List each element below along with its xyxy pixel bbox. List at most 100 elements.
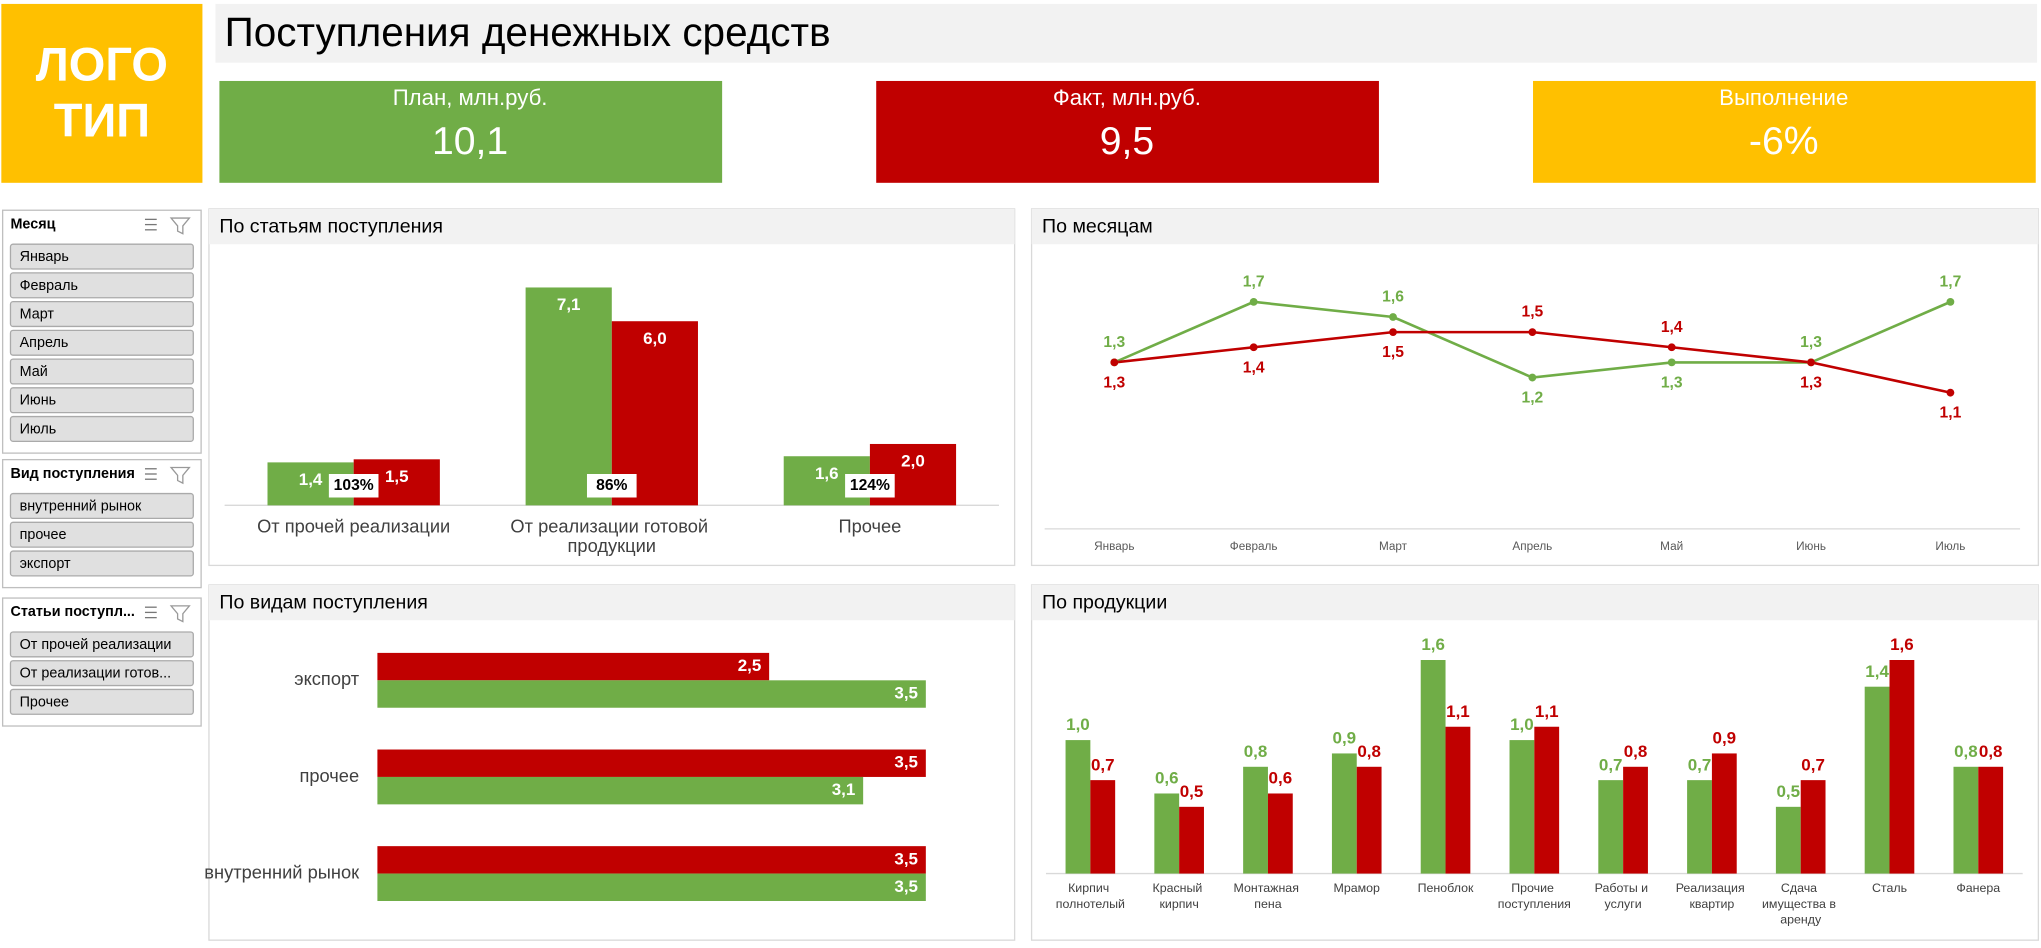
slicer-item-label: Прочее [20,694,69,710]
bar [1090,780,1116,874]
bar [377,846,926,874]
x-tick-label: Мрамор [1334,882,1381,896]
text-line: квартир [1689,897,1734,911]
data-label: 0,7 [1801,755,1825,774]
data-label: 2,0 [901,452,925,471]
slicer-item[interactable] [9,243,194,270]
text-line: Прочее [838,515,901,536]
data-label: 1,4 [1865,662,1889,681]
title-bar [215,3,2038,63]
marker [1389,328,1397,337]
text-line: Сталь [1872,882,1907,896]
bar [1243,766,1268,874]
kpi-card [1533,80,2036,183]
text-line: Работы и [1595,882,1652,896]
x-tick-label: Февраль [1230,540,1278,553]
data-label: 7,1 [557,295,581,314]
slicer-item-label: Май [20,364,48,380]
y-tick-label: прочее [299,765,359,786]
chart-title-bar [1031,208,2039,245]
slicer-item[interactable] [9,272,194,299]
x-tick-label: Январь [1094,540,1134,553]
data-label: 0,5 [1777,782,1801,801]
slicer-title: Вид поступления [10,466,134,482]
x-tick-label: Работы и услуги [1595,882,1652,912]
chart-title: По видам поступления [219,591,427,613]
data-label: 1,2 [1521,390,1543,407]
annotation-box [586,474,637,498]
kpi-card [219,80,723,183]
text-line: услуги [1605,897,1642,911]
text-line: кирпич [1159,897,1198,911]
x-tick-label: Июль [1935,540,1965,553]
x-tick-label: Сталь [1872,882,1907,896]
slicer-title: Статьи поступл... [10,604,134,620]
data-label: 0,5 [1180,782,1204,801]
data-label: 0,7 [1091,755,1115,774]
bar [525,287,612,506]
slicer-item[interactable] [9,688,194,715]
slicer-item[interactable] [9,660,194,687]
kpi-value: 9,5 [1100,120,1154,163]
bar [1598,780,1624,874]
slicer-icon [169,466,191,485]
bar [1065,740,1091,874]
data-label: 1,4 [1243,359,1265,376]
bar [377,680,926,708]
bar [1509,740,1535,874]
slicer-item[interactable] [9,550,194,577]
y-tick-label: экспорт [294,668,359,689]
slicer-icon [169,605,191,623]
marker [1946,388,1955,397]
bar [1356,766,1382,874]
slicer-item-label: внутренний рынок [20,498,142,514]
text-line: поступления [1498,897,1571,911]
data-label: 3,5 [894,849,918,868]
slicer-title: Месяц [10,216,55,232]
marker [1807,358,1815,367]
data-label: 0,9 [1713,729,1737,748]
data-label: 1,4 [1661,319,1683,336]
y-tick-label: внутренний рынок [204,861,360,882]
marker [1667,343,1676,352]
data-label: 1,7 [1940,273,1962,290]
text-line: имущества в [1762,897,1839,911]
slicer-item-label: Январь [20,249,69,265]
slicer-item[interactable] [9,358,194,385]
bar [1445,726,1471,874]
slicer-item[interactable] [9,521,194,548]
data-label: 0,7 [1599,755,1623,774]
kpi-value: 10,1 [432,120,508,163]
data-label: 3,5 [894,753,918,772]
bar [1800,780,1826,874]
text-line: Кирпич [1068,882,1113,896]
bar [1623,766,1648,874]
x-tick-label: От прочей реализации [257,515,450,536]
bar [1687,780,1712,874]
slicer-item[interactable] [9,300,194,328]
logo-box [1,3,203,183]
bar [377,776,864,805]
marker [1389,313,1397,321]
data-label: 1,3 [1800,374,1822,391]
slicer-item-label: Апрель [20,335,69,351]
x-tick-label: Прочее [838,515,901,536]
slicer-item[interactable] [9,492,194,520]
text-line: Реализация [1676,882,1748,896]
slicer-item-label: Февраль [20,278,78,294]
slicer-item-label: Июль [20,421,57,437]
data-label: 3,1 [832,780,856,799]
bar [1978,766,2004,874]
data-label: 0,8 [1244,742,1268,761]
bar [1154,793,1180,874]
text-line: Мрамор [1334,882,1381,896]
slicer-item[interactable] [9,387,194,414]
slicer-item[interactable] [9,631,194,658]
slicer-item[interactable] [9,415,194,443]
slicer-item[interactable] [9,329,194,356]
bar [1267,793,1293,874]
slicer-item-label: Июнь [20,393,57,409]
kpi-card [876,80,1379,183]
marker [1249,343,1258,352]
